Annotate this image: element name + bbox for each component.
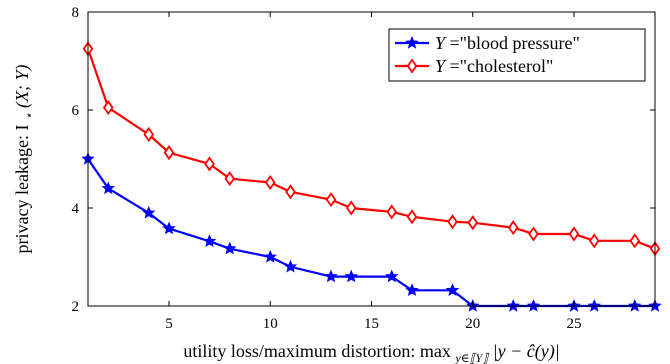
star-marker [142, 205, 156, 219]
diamond-marker [325, 192, 337, 208]
star-marker [202, 234, 217, 248]
diamond-marker [568, 226, 580, 242]
legend: Y ="blood pressure"Y ="cholesterol" [388, 28, 646, 82]
star-marker [526, 298, 541, 312]
y-tick-label: 6 [72, 103, 80, 119]
star-marker [324, 269, 338, 283]
diamond-marker [102, 99, 114, 116]
x-tick-label: 10 [263, 316, 278, 332]
diamond-marker [406, 58, 418, 74]
diamond-marker [285, 184, 296, 200]
y-axis-label-text: privacy leakage: I [12, 125, 32, 254]
legend-box [388, 28, 646, 82]
series-layer [81, 41, 662, 312]
y-axis-label: privacy leakage: I ⋆ (X; Y) [12, 65, 37, 254]
legend-label: Y ="blood pressure" [435, 33, 580, 53]
legend-label-text: ="blood pressure" [445, 33, 580, 53]
diamond-marker [528, 226, 539, 242]
star-marker [405, 35, 419, 49]
diamond-marker [447, 214, 458, 230]
ticks-layer: 5 10 15 20 25 2 4 6 8 [72, 5, 655, 332]
x-tick-label: 5 [165, 316, 173, 332]
legend-label-variable: Y [435, 33, 447, 53]
diamond-marker [406, 209, 418, 225]
star-marker [506, 298, 520, 312]
diamond-marker [386, 204, 398, 220]
legend-label: Y ="cholesterol" [435, 56, 553, 76]
star-marker [587, 298, 601, 312]
series-line [86, 48, 656, 250]
star-marker [628, 298, 642, 312]
x-axis-label-text: utility loss/maximum distortion: max [183, 341, 451, 361]
star-marker [101, 181, 115, 195]
legend-item-2: Y ="cholesterol" [395, 56, 553, 76]
legend-label-text: ="cholesterol" [445, 56, 553, 76]
diamond-marker [507, 220, 519, 236]
y-tick-label: 8 [72, 5, 80, 21]
y-axis-label-expression: (X; Y) [12, 65, 33, 109]
diamond-marker [264, 174, 276, 191]
star-marker [385, 269, 399, 283]
y-tick-label: 4 [72, 201, 80, 217]
x-axis-label: utility loss/maximum distortion: max y∈⟦… [183, 341, 559, 364]
x-axis-label-expression: |y − ĉ(y)| [493, 341, 560, 362]
star-marker [344, 269, 358, 283]
star-marker [263, 249, 277, 263]
star-marker [405, 283, 419, 297]
x-tick-label: 15 [364, 316, 379, 332]
diamond-marker [143, 126, 155, 143]
star-marker [223, 241, 237, 255]
diamond-marker [588, 233, 600, 249]
diamond-marker [345, 200, 357, 216]
diamond-marker [163, 145, 175, 161]
diamond-marker [629, 233, 641, 249]
x-tick-label: 20 [465, 316, 480, 332]
y-axis-label-subscript: ⋆ [22, 112, 36, 120]
x-tick-label: 25 [567, 316, 582, 332]
star-marker [162, 221, 176, 235]
x-axis-label-subscript: y∈⟦Y⟧ [454, 351, 490, 364]
legend-item-1: Y ="blood pressure" [395, 33, 580, 53]
star-marker [445, 283, 460, 297]
y-tick-label: 2 [72, 299, 80, 315]
diamond-marker [224, 171, 236, 187]
star-marker [283, 259, 298, 273]
diamond-marker [204, 156, 215, 172]
legend-label-variable: Y [435, 56, 447, 76]
diamond-marker [467, 215, 479, 231]
